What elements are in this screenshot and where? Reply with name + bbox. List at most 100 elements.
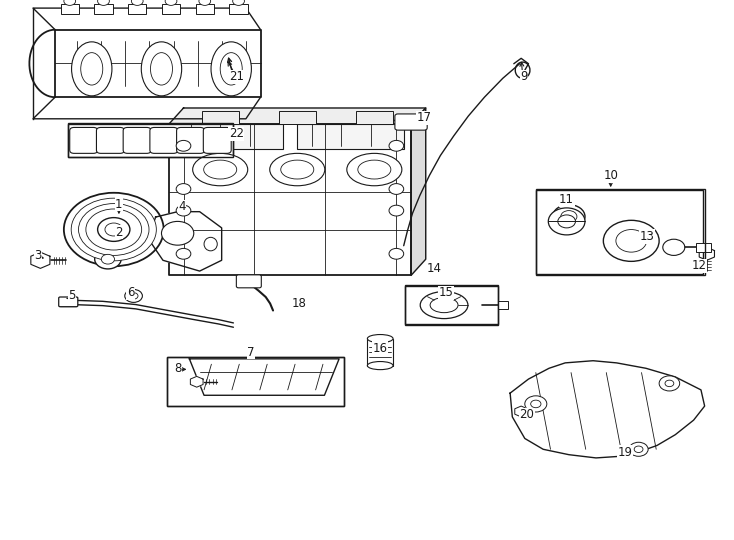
- Text: 13: 13: [640, 230, 655, 243]
- Text: 18: 18: [292, 297, 307, 310]
- Bar: [161, 4, 180, 14]
- Ellipse shape: [141, 42, 181, 96]
- Ellipse shape: [347, 153, 402, 186]
- Bar: [167, 357, 344, 406]
- Polygon shape: [411, 108, 426, 275]
- Bar: [68, 124, 233, 157]
- Text: 11: 11: [559, 193, 574, 206]
- Text: 10: 10: [603, 169, 618, 182]
- Circle shape: [233, 0, 244, 5]
- Circle shape: [161, 221, 194, 245]
- FancyBboxPatch shape: [236, 275, 261, 288]
- Text: 1: 1: [115, 198, 123, 211]
- FancyBboxPatch shape: [150, 127, 178, 153]
- Circle shape: [176, 184, 191, 194]
- Bar: [696, 243, 711, 252]
- Circle shape: [561, 211, 577, 222]
- Circle shape: [131, 0, 143, 5]
- Circle shape: [105, 223, 123, 236]
- Ellipse shape: [281, 160, 314, 179]
- Bar: [128, 4, 146, 14]
- Circle shape: [129, 293, 138, 299]
- Polygon shape: [515, 406, 528, 417]
- Text: 5: 5: [68, 289, 76, 302]
- Circle shape: [71, 198, 156, 261]
- Ellipse shape: [211, 42, 251, 96]
- Ellipse shape: [193, 153, 248, 186]
- Circle shape: [199, 0, 211, 5]
- Circle shape: [165, 0, 177, 5]
- Ellipse shape: [204, 160, 236, 179]
- Text: 16: 16: [373, 342, 388, 355]
- Ellipse shape: [420, 292, 468, 319]
- Bar: [60, 298, 76, 306]
- Ellipse shape: [367, 334, 393, 343]
- Text: 7: 7: [247, 346, 255, 359]
- Text: 22: 22: [229, 127, 244, 140]
- FancyBboxPatch shape: [203, 127, 231, 153]
- FancyBboxPatch shape: [123, 127, 151, 153]
- Circle shape: [98, 218, 130, 241]
- Bar: [405, 286, 498, 324]
- Bar: [167, 357, 344, 406]
- Bar: [297, 124, 404, 148]
- Ellipse shape: [270, 153, 325, 186]
- Bar: [68, 123, 233, 157]
- Text: 8: 8: [174, 362, 181, 375]
- Ellipse shape: [204, 238, 217, 251]
- Text: 2: 2: [115, 226, 123, 239]
- Circle shape: [634, 446, 643, 453]
- Circle shape: [659, 376, 680, 391]
- Bar: [94, 4, 112, 14]
- Circle shape: [176, 205, 191, 216]
- Text: 21: 21: [229, 70, 244, 83]
- Text: 12: 12: [691, 259, 706, 272]
- Polygon shape: [169, 124, 411, 275]
- Ellipse shape: [81, 52, 103, 85]
- FancyBboxPatch shape: [70, 127, 98, 153]
- Polygon shape: [189, 359, 339, 395]
- Text: 4: 4: [178, 200, 186, 213]
- Polygon shape: [31, 252, 50, 268]
- Circle shape: [98, 0, 109, 5]
- Circle shape: [79, 204, 149, 255]
- Text: 15: 15: [439, 286, 454, 299]
- FancyBboxPatch shape: [395, 114, 427, 130]
- Circle shape: [603, 220, 659, 261]
- Polygon shape: [190, 376, 203, 387]
- Bar: [229, 4, 247, 14]
- Bar: [202, 111, 239, 124]
- Bar: [60, 4, 79, 14]
- Bar: [195, 4, 214, 14]
- FancyBboxPatch shape: [59, 297, 78, 307]
- Circle shape: [629, 442, 648, 456]
- Circle shape: [389, 248, 404, 259]
- Ellipse shape: [358, 160, 390, 179]
- Text: 19: 19: [618, 446, 633, 459]
- Polygon shape: [55, 30, 261, 97]
- Circle shape: [531, 400, 541, 408]
- Polygon shape: [148, 212, 222, 271]
- Bar: [356, 111, 393, 124]
- Bar: [536, 189, 705, 275]
- Circle shape: [389, 205, 404, 216]
- Bar: [176, 124, 283, 148]
- Bar: [498, 301, 508, 309]
- Text: 6: 6: [127, 286, 134, 299]
- Circle shape: [64, 0, 76, 5]
- Text: 3: 3: [34, 249, 42, 262]
- Circle shape: [616, 230, 647, 252]
- Circle shape: [665, 380, 674, 387]
- Circle shape: [389, 140, 404, 151]
- Circle shape: [64, 193, 164, 266]
- Polygon shape: [169, 108, 426, 124]
- Circle shape: [176, 140, 191, 151]
- Text: 9: 9: [520, 70, 528, 83]
- Circle shape: [663, 239, 685, 255]
- Bar: [405, 285, 498, 325]
- Circle shape: [548, 208, 585, 235]
- Circle shape: [176, 248, 191, 259]
- Circle shape: [389, 184, 404, 194]
- Ellipse shape: [220, 52, 242, 85]
- FancyBboxPatch shape: [96, 127, 124, 153]
